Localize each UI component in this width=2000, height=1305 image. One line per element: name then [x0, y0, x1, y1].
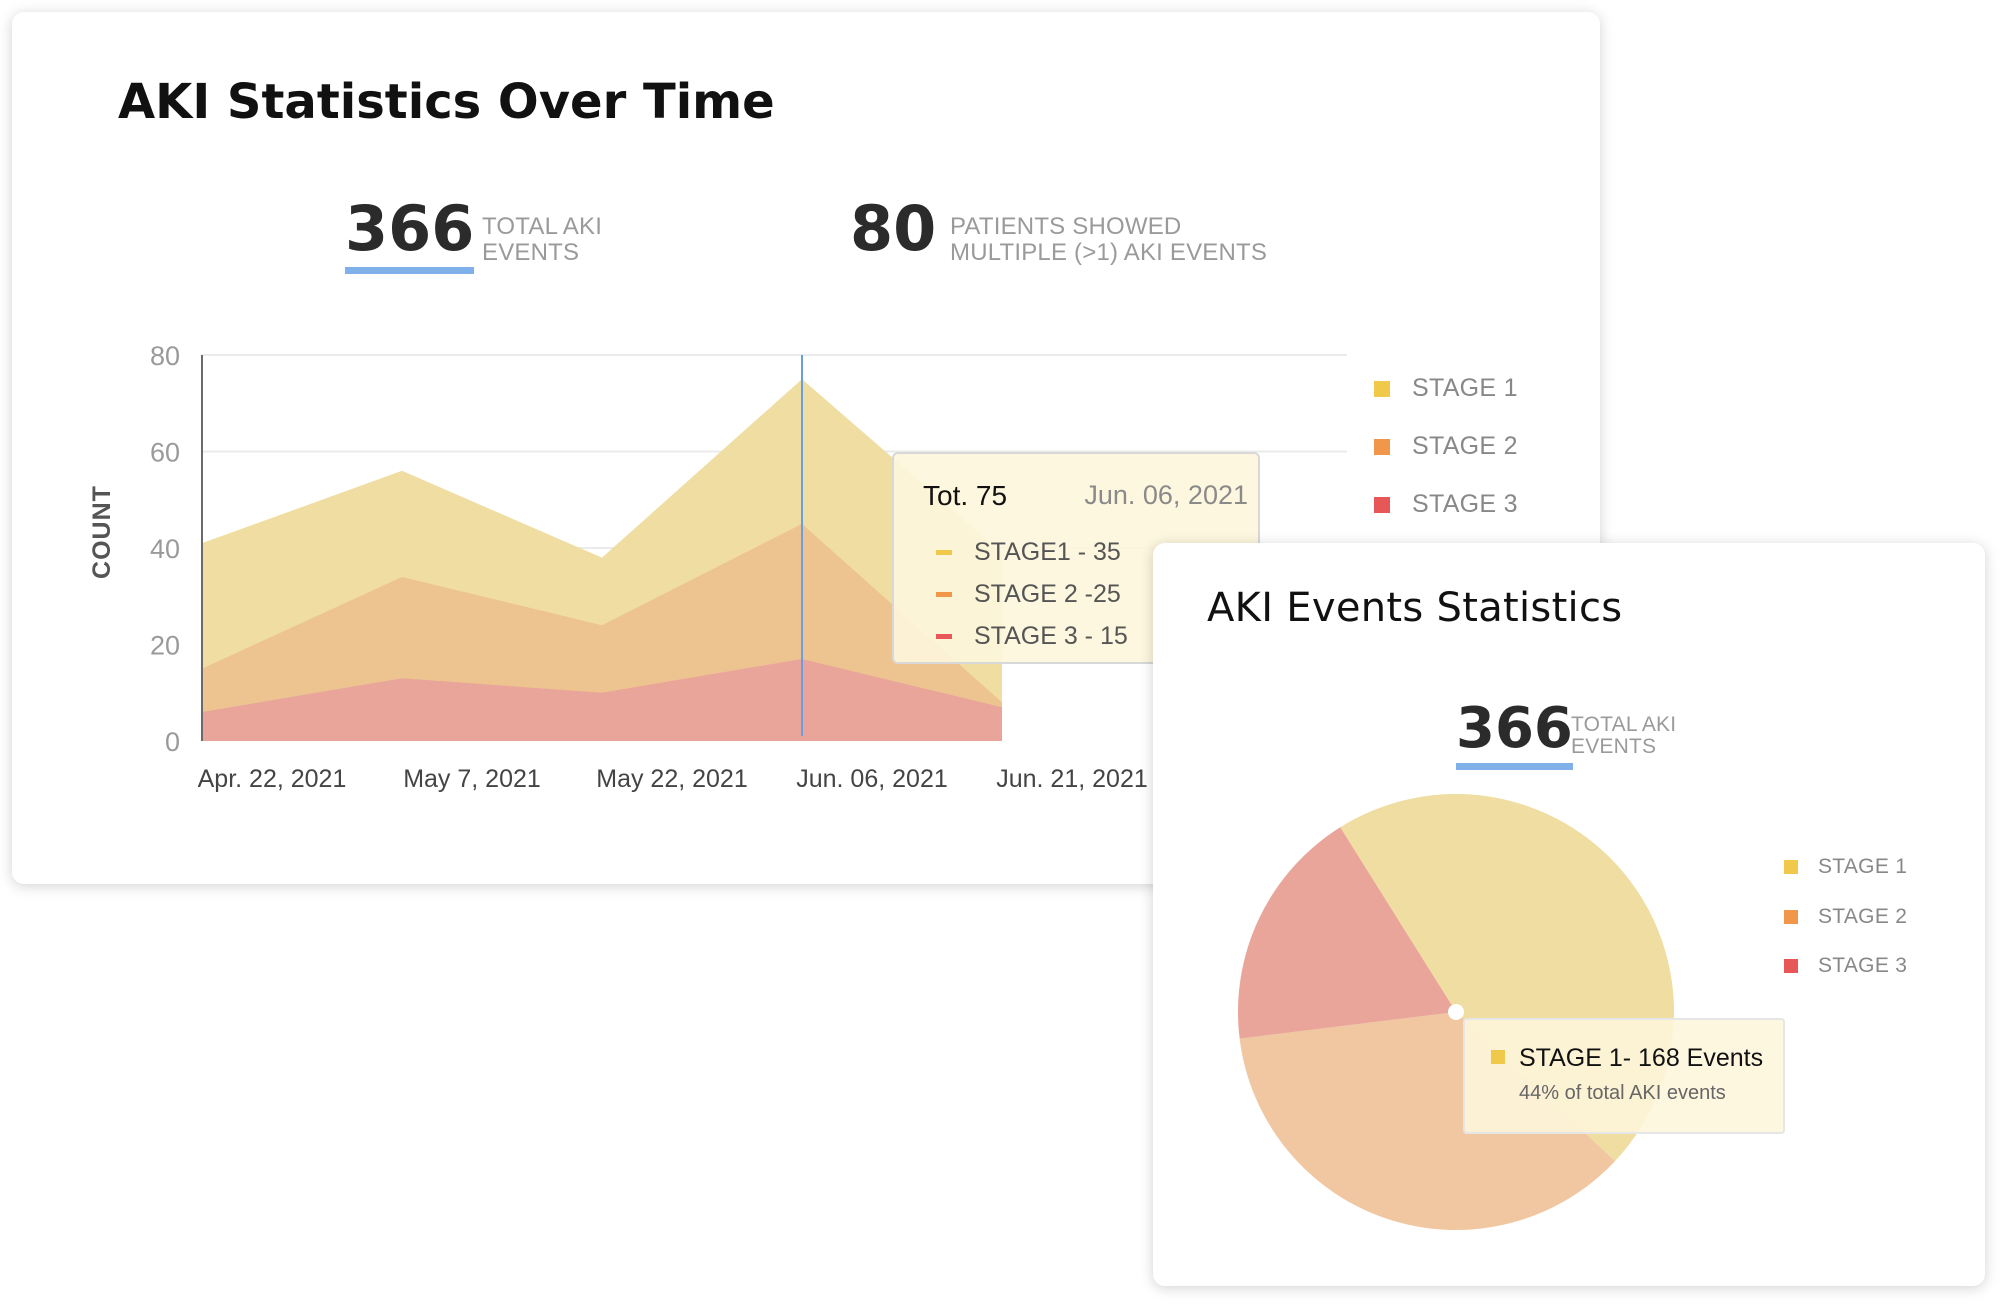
card-title: AKI Events Statistics	[1207, 585, 1623, 631]
y-tick-label: 20	[150, 631, 180, 661]
legend-item-stage-1[interactable]: STAGE 1	[1784, 855, 1907, 879]
area-chart[interactable]: 0 20 40 60 80 Apr. 22, 2021 May 7, 2021 May 22,…	[12, 12, 1600, 884]
legend-swatch-stage-1	[1784, 860, 1798, 874]
y-tick-label: 40	[150, 534, 180, 564]
legend-swatch-stage-2	[1784, 910, 1798, 924]
legend-item-stage-2[interactable]: STAGE 2	[1374, 432, 1518, 461]
aki-events-pie-card: AKI Events Statistics 366 TOTAL AKI EVEN…	[1153, 543, 1985, 1286]
legend-item-stage-3[interactable]: STAGE 3	[1374, 490, 1518, 519]
tooltip-row-label: STAGE 2 -25	[974, 580, 1121, 608]
legend-label: STAGE 3	[1412, 490, 1518, 518]
total-aki-events-label: TOTAL AKI EVENTS	[1571, 713, 1677, 758]
tooltip-date: Jun. 06, 2021	[1084, 480, 1248, 510]
total-aki-events-value: 366	[1456, 696, 1573, 770]
tooltip-sub: 44% of total AKI events	[1519, 1082, 1726, 1104]
legend-item-stage-2[interactable]: STAGE 2	[1784, 905, 1907, 929]
total-aki-events-value: 366	[345, 192, 475, 274]
y-tick-label: 0	[165, 727, 180, 757]
x-tick-label: Jun. 06, 2021	[796, 765, 948, 793]
pie-slice-stage-3	[1238, 827, 1456, 1039]
pie-tooltip: STAGE 1- 168 Events 44% of total AKI eve…	[1463, 1018, 1785, 1134]
pie-slice-stage-2	[1239, 1012, 1616, 1230]
legend-item-stage-1[interactable]: STAGE 1	[1374, 374, 1518, 403]
legend-label: STAGE 3	[1818, 954, 1908, 977]
legend-label: STAGE 1	[1818, 855, 1908, 878]
x-tick-label: Jun. 21, 2021	[996, 765, 1148, 793]
tooltip-row-label: STAGE1 - 35	[974, 538, 1121, 566]
legend-label: STAGE 2	[1818, 905, 1908, 928]
x-tick-label: Apr. 22, 2021	[198, 765, 347, 793]
tooltip-dash-stage-3	[936, 634, 952, 639]
legend-swatch-stage-3	[1374, 496, 1390, 513]
x-tick-label: May 22, 2021	[596, 765, 748, 793]
tooltip-row-stage-1: STAGE1 - 35	[936, 538, 1121, 567]
multiple-aki-patients-label: PATIENTS SHOWED MULTIPLE (>1) AKI EVENTS	[950, 213, 1268, 266]
legend-label: STAGE 1	[1412, 374, 1518, 402]
multiple-aki-patients-value: 80	[850, 192, 937, 265]
aki-over-time-card: AKI Statistics Over Time 366 TOTAL AKI E…	[12, 12, 1600, 884]
tooltip-swatch-stage-1	[1491, 1050, 1505, 1064]
tooltip-total: Tot. 75	[923, 480, 1008, 511]
total-aki-events-label: TOTAL AKI EVENTS	[482, 213, 603, 266]
legend-swatch-stage-3	[1784, 959, 1798, 973]
legend-label: STAGE 2	[1412, 432, 1518, 460]
legend-swatch-stage-2	[1374, 438, 1390, 455]
tooltip-row-stage-3: STAGE 3 - 15	[936, 622, 1128, 651]
legend-item-stage-3[interactable]: STAGE 3	[1784, 954, 1907, 978]
y-tick-label: 80	[150, 341, 180, 371]
y-tick-label: 60	[150, 438, 180, 468]
total-aki-events-number: 366	[1456, 696, 1573, 770]
tooltip-dash-stage-2	[936, 592, 952, 597]
tooltip-main: STAGE 1- 168 Events	[1519, 1044, 1764, 1072]
x-tick-label: May 7, 2021	[403, 765, 541, 793]
tooltip-dash-stage-1	[936, 550, 952, 555]
tooltip-row-label: STAGE 3 - 15	[974, 622, 1128, 650]
legend-swatch-stage-1	[1374, 380, 1390, 397]
y-axis-label: COUNT	[88, 485, 116, 579]
tooltip-row-stage-2: STAGE 2 -25	[936, 580, 1121, 609]
pie-center-dot	[1448, 1004, 1464, 1020]
total-aki-events-number: 366	[345, 192, 475, 274]
card-title: AKI Statistics Over Time	[118, 74, 775, 130]
